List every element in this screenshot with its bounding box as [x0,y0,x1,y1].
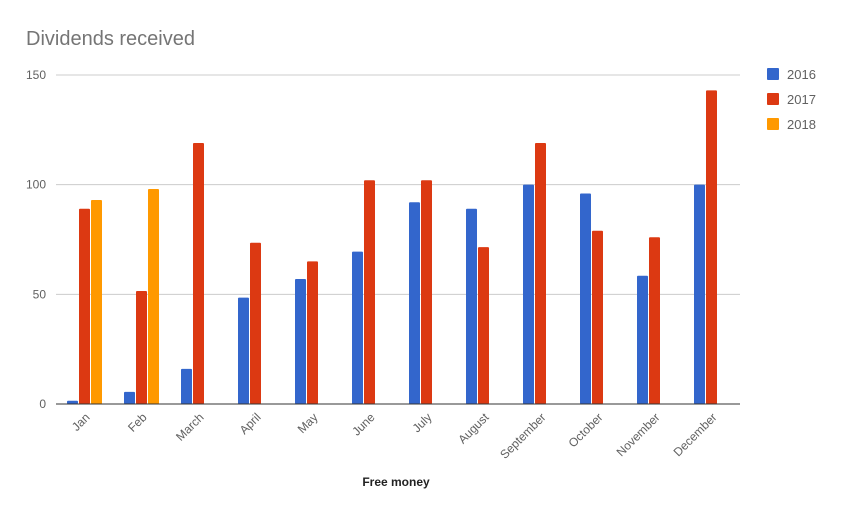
bar-2016-May [295,278,306,404]
x-tick-label: June [349,410,378,439]
bar-2017-December [706,90,717,404]
bar-2016-October [580,193,591,404]
x-tick-label: Jan [69,410,93,434]
legend-swatch-2018 [767,118,779,130]
x-tick-label: December [671,410,720,459]
bar-2018-Feb [148,189,159,404]
legend-swatch-2017 [767,93,779,105]
bar-2016-March [181,368,192,404]
legend-label: 2017 [787,92,816,107]
bar-2016-July [409,202,420,404]
x-tick-label: July [410,410,435,435]
bar-2016-December [694,184,705,404]
legend-swatch-2016 [767,68,779,80]
bar-2017-March [193,142,204,404]
bars [67,90,717,404]
bar-2016-Feb [124,391,135,404]
y-tick-label: 50 [33,287,47,301]
x-tick-label: March [173,410,206,443]
bar-2016-August [466,208,477,404]
legend-label: 2016 [787,67,816,82]
bar-2016-April [238,297,249,404]
bar-2016-Jan [67,400,78,404]
y-axis-ticks: 0 50 100 150 [26,68,46,411]
x-tick-label: September [497,410,548,461]
bar-2017-November [649,237,660,404]
bar-2016-June [352,251,363,404]
y-tick-label: 0 [39,397,46,411]
x-axis-ticks: Jan Feb March April May June July August Septemb… [69,410,720,462]
bar-2017-May [307,261,318,404]
x-tick-label: April [237,410,264,437]
x-tick-label: August [455,410,492,447]
gridlines [56,74,740,295]
x-tick-label: Feb [125,410,150,435]
bar-2017-Feb [136,291,147,404]
bar-2017-July [421,180,432,404]
bar-2017-August [478,247,489,404]
legend: 2016 2017 2018 [767,67,816,132]
x-tick-label: November [614,410,663,459]
y-tick-label: 150 [26,68,46,82]
bar-2016-November [637,275,648,404]
bar-2017-September [535,142,546,404]
legend-label: 2018 [787,117,816,132]
bar-2017-June [364,180,375,404]
chart-title: Dividends received [26,28,195,50]
y-tick-label: 100 [26,178,46,192]
bar-2017-October [592,230,603,404]
x-tick-label: May [295,410,321,436]
x-axis-label: Free money [362,475,430,489]
bar-2017-Jan [79,208,90,404]
bar-2018-Jan [91,200,102,404]
bar-2016-September [523,184,534,404]
bar-2017-April [250,242,261,404]
x-tick-label: October [566,410,606,450]
